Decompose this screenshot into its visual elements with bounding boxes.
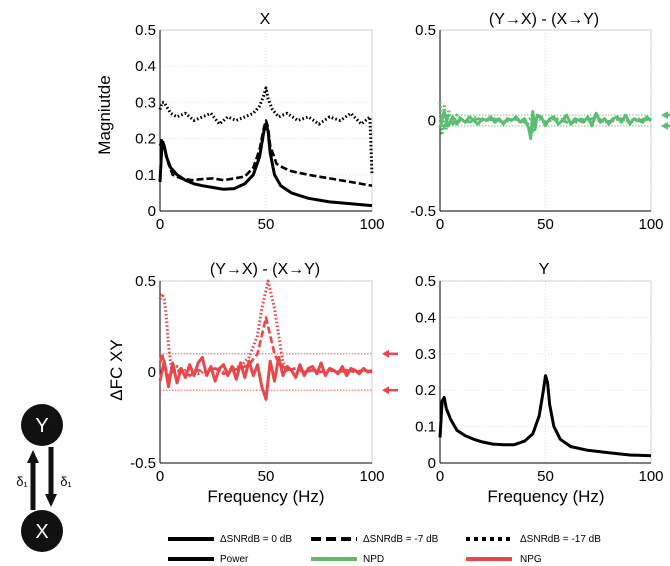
node-x-label: X bbox=[35, 521, 48, 543]
legend-label: ΔSNRdB = 0 dB bbox=[220, 534, 292, 545]
legend-label: NPG bbox=[520, 554, 542, 565]
series-line-dashed bbox=[158, 119, 373, 187]
y-tick-label: 0.5 bbox=[135, 273, 156, 290]
legend: ΔSNRdB = 0 dB ΔSNRdB = -7 dB ΔSNRdB = -1… bbox=[168, 534, 601, 565]
plot-area: 0 50 100-0.500.5 bbox=[410, 22, 670, 233]
series-line-dashed bbox=[158, 316, 373, 379]
series-line-solid bbox=[158, 122, 373, 208]
threshold-arrow-icon bbox=[382, 386, 389, 395]
arrow-down-icon bbox=[45, 494, 57, 507]
y-tick-label: 0.3 bbox=[135, 94, 156, 111]
y-tick-label: 0.4 bbox=[415, 309, 436, 326]
x-tick-label: 100 bbox=[638, 216, 663, 233]
delta-label-right: δ₁ bbox=[60, 474, 72, 489]
x-tick-label: 0 bbox=[156, 468, 164, 485]
y-tick-label: 0.1 bbox=[135, 167, 156, 184]
panel-bottom-left: (Y→X) - (X→Y) ΔFC XY Frequency (Hz) 0 50 1… bbox=[107, 261, 398, 506]
series-line-dotted bbox=[438, 102, 652, 137]
x-axis-label: Frequency (Hz) bbox=[487, 487, 604, 506]
x-tick-label: 50 bbox=[258, 468, 275, 485]
series-line-solid bbox=[158, 355, 373, 401]
series-line-solid bbox=[438, 374, 652, 458]
y-tick-label: 0.2 bbox=[415, 382, 436, 399]
delta-label-left: δ₁ bbox=[16, 474, 28, 489]
y-tick-label: 0 bbox=[148, 364, 156, 381]
x-tick-label: 100 bbox=[359, 468, 384, 485]
x-tick-label: 50 bbox=[258, 216, 275, 233]
y-axis-label: ΔFC XY bbox=[107, 339, 126, 400]
y-tick-label: 0 bbox=[148, 203, 156, 220]
plot-area: 0 50 100 0 0.1 0.2 0.3 0.4 0.5 bbox=[415, 273, 663, 485]
legend-label: ΔSNRdB = -17 dB bbox=[520, 534, 601, 545]
network-diagram: Y X δ₁ δ₁ bbox=[16, 404, 72, 552]
legend-label: NPD bbox=[363, 554, 384, 565]
threshold-arrow-icon bbox=[661, 111, 668, 120]
plot-area: 0 50 100 0 0.1 0.2 0.3 0.4 0.5 bbox=[135, 22, 384, 233]
panel-bottom-right: Y Frequency (Hz) 0 50 100 0 0.1 0.2 0.3 0.4 0.5 bbox=[415, 261, 663, 506]
legend-label: Power bbox=[220, 554, 249, 565]
threshold-arrow-icon bbox=[661, 121, 668, 130]
x-axis-label: Frequency (Hz) bbox=[207, 487, 324, 506]
panel-title: (Y→X) - (X→Y) bbox=[489, 11, 599, 28]
y-tick-label: 0 bbox=[428, 113, 436, 130]
x-tick-label: 0 bbox=[436, 216, 444, 233]
panel-title: (Y→X) - (X→Y) bbox=[210, 261, 320, 278]
legend-label: ΔSNRdB = -7 dB bbox=[363, 534, 439, 545]
x-tick-label: 0 bbox=[156, 216, 164, 233]
node-y bbox=[21, 404, 63, 446]
panel-top-right: (Y→X) - (X→Y) 0 50 100-0.500.5 bbox=[410, 11, 670, 233]
y-tick-label: -0.5 bbox=[410, 203, 436, 220]
y-tick-label: -0.5 bbox=[130, 455, 156, 472]
node-x bbox=[21, 510, 63, 552]
series-line-solid bbox=[438, 109, 652, 141]
panel-title: Y bbox=[539, 261, 550, 278]
series-line-dotted bbox=[158, 279, 373, 376]
threshold-arrow-icon bbox=[382, 349, 389, 358]
y-tick-label: 0.5 bbox=[415, 273, 436, 290]
panel-title: X bbox=[260, 11, 271, 28]
y-tick-label: 0.3 bbox=[415, 346, 436, 363]
plot-area: 0 50 100-0.500.5 bbox=[130, 273, 398, 485]
x-tick-label: 50 bbox=[537, 468, 554, 485]
y-tick-label: 0.5 bbox=[135, 22, 156, 39]
y-tick-label: 0.4 bbox=[135, 58, 156, 75]
x-tick-label: 100 bbox=[359, 216, 384, 233]
y-tick-label: 0.1 bbox=[415, 419, 436, 436]
y-axis-label: Magniutde bbox=[95, 75, 114, 154]
panel-top-left: X Magniutde 0 50 100 0 0.1 0.2 0.3 0.4 0.5 bbox=[95, 11, 385, 233]
x-tick-label: 50 bbox=[537, 216, 554, 233]
arrow-up-icon bbox=[27, 450, 39, 463]
y-tick-label: 0.5 bbox=[415, 22, 436, 39]
node-y-label: Y bbox=[35, 415, 48, 437]
series-line-dotted bbox=[158, 86, 374, 175]
y-tick-label: 0 bbox=[428, 455, 436, 472]
x-tick-label: 0 bbox=[436, 468, 444, 485]
series-line-dashed bbox=[438, 113, 652, 133]
x-tick-label: 100 bbox=[638, 468, 663, 485]
y-tick-label: 0.2 bbox=[135, 131, 156, 148]
